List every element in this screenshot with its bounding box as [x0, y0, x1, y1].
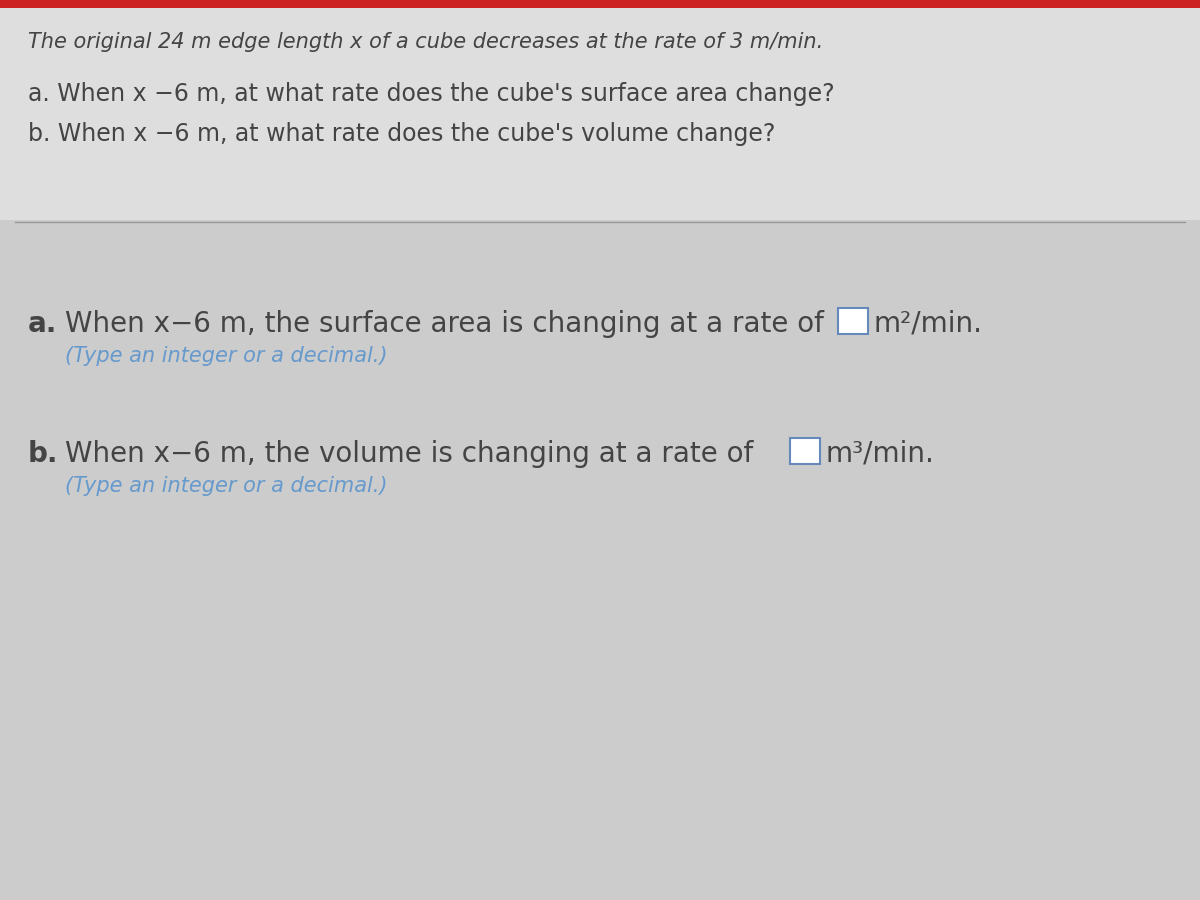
Text: The original 24 m edge length x of a cube decreases at the rate of 3 m/min.: The original 24 m edge length x of a cub…: [28, 32, 823, 52]
Bar: [838, 308, 868, 334]
Text: b. When x −6 m, at what rate does the cube's volume change?: b. When x −6 m, at what rate does the cu…: [28, 122, 775, 146]
Text: m²/min.: m²/min.: [874, 310, 983, 338]
Text: When x−6 m, the surface area is changing at a rate of: When x−6 m, the surface area is changing…: [65, 310, 824, 338]
Bar: [790, 438, 820, 464]
Bar: [0, 0, 1200, 8]
Bar: [0, 8, 1200, 220]
Text: (Type an integer or a decimal.): (Type an integer or a decimal.): [65, 476, 388, 496]
Text: b.: b.: [28, 440, 59, 468]
Text: a. When x −6 m, at what rate does the cube's surface area change?: a. When x −6 m, at what rate does the cu…: [28, 82, 835, 106]
Text: When x−6 m, the volume is changing at a rate of: When x−6 m, the volume is changing at a …: [65, 440, 754, 468]
Text: a.: a.: [28, 310, 58, 338]
Text: m³/min.: m³/min.: [826, 440, 935, 468]
Text: (Type an integer or a decimal.): (Type an integer or a decimal.): [65, 346, 388, 366]
